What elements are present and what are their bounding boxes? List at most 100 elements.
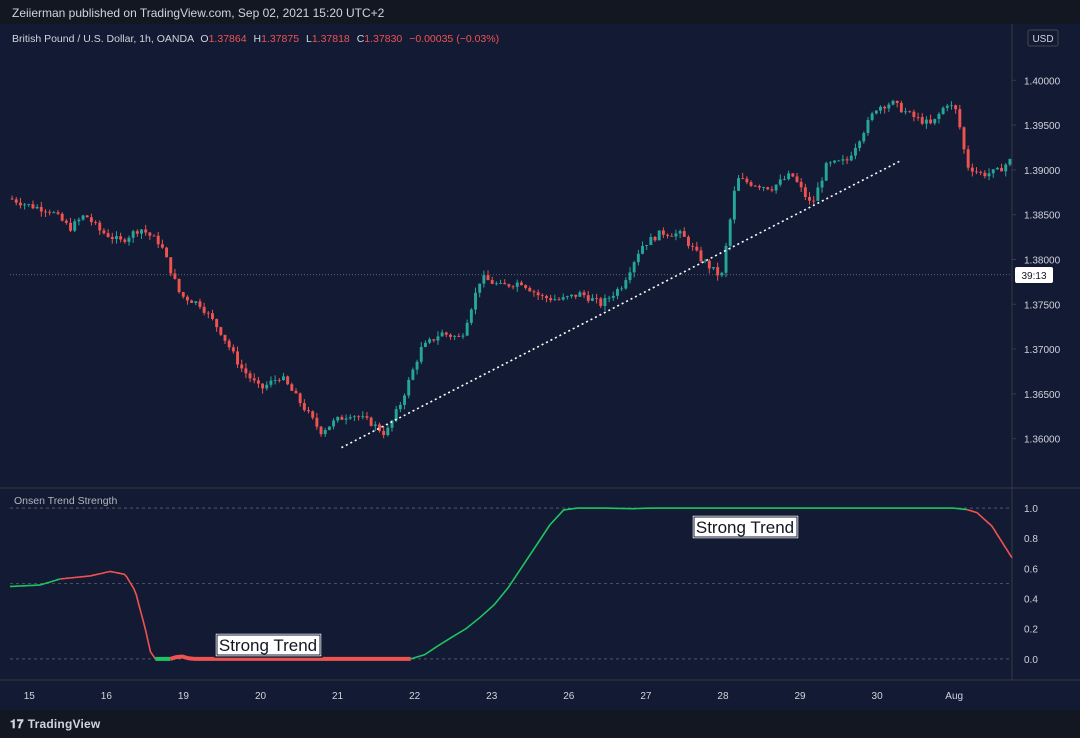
- candle-body: [365, 416, 369, 418]
- candle-body: [198, 301, 202, 307]
- candle-body: [428, 339, 432, 343]
- candle-body: [549, 298, 553, 301]
- currency-label: USD: [1032, 34, 1053, 45]
- candle-body: [202, 306, 206, 313]
- candle-body: [916, 117, 920, 118]
- candle-body: [853, 147, 857, 156]
- candle-body: [165, 247, 169, 258]
- candle-body: [269, 380, 273, 385]
- candle-body: [457, 336, 461, 337]
- candle-body: [950, 105, 953, 107]
- candle-body: [39, 206, 43, 212]
- candle-body: [286, 376, 290, 385]
- candle-body: [987, 173, 991, 177]
- candle-body: [148, 232, 152, 236]
- candle-body: [478, 283, 482, 293]
- candle-body: [770, 189, 774, 191]
- candle-body: [820, 180, 824, 188]
- tradingview-logo[interactable]: 𝟏𝟕 TradingView: [10, 717, 100, 732]
- time-tick-label: 15: [24, 691, 36, 702]
- candle-body: [494, 283, 498, 285]
- candle-body: [753, 185, 757, 187]
- annotation-box-bottom-inner: [216, 634, 321, 656]
- candle-body: [595, 298, 599, 299]
- candle-body: [256, 380, 260, 384]
- candle-body: [52, 212, 56, 214]
- annotation-strong-trend-bottom: Strong Trend: [219, 636, 317, 655]
- candle-body: [123, 239, 127, 242]
- candle-body: [231, 347, 235, 352]
- candle-body: [904, 111, 907, 113]
- price-tick-label: 1.40000: [1024, 76, 1061, 87]
- candle-body: [344, 418, 348, 420]
- candle-body: [444, 332, 448, 335]
- price-tick-label: 1.37500: [1024, 300, 1061, 311]
- candle-body: [657, 230, 661, 241]
- candle-body: [177, 278, 181, 293]
- candle-body: [962, 127, 966, 150]
- price-tick-label: 1.39000: [1024, 166, 1061, 177]
- candle-body: [302, 403, 306, 411]
- candle-body: [89, 217, 93, 223]
- candle-body: [874, 110, 878, 114]
- candle-body: [845, 159, 849, 161]
- candle-body: [482, 275, 486, 284]
- candle-body: [724, 245, 728, 273]
- candle-body: [799, 181, 803, 188]
- legend-l-label: L: [306, 33, 312, 45]
- candle-body: [323, 430, 327, 435]
- candle-body: [469, 309, 473, 323]
- candle-body: [144, 229, 148, 233]
- candle-body: [586, 295, 590, 301]
- time-tick-label: 27: [640, 691, 652, 702]
- candle-body: [745, 178, 749, 183]
- candle-body: [449, 334, 452, 337]
- candle-body: [294, 390, 298, 394]
- legend-h-value: 1.37875: [261, 33, 299, 45]
- candle-body: [870, 113, 874, 120]
- candle-body: [373, 424, 377, 426]
- candle-body: [691, 245, 695, 247]
- annotation-strong-trend-top: Strong Trend: [696, 518, 794, 537]
- publish-header: Zeiierman published on TradingView.com, …: [0, 0, 1080, 24]
- candle-body: [290, 384, 294, 391]
- candle-body: [824, 163, 828, 181]
- candle-body: [828, 162, 832, 164]
- candle-body: [803, 187, 807, 197]
- candle-body: [307, 410, 310, 412]
- candle-body: [382, 430, 386, 436]
- chart-area[interactable]: 1.36000 1.36500 1.37000 1.37500 1.38000 1.385…: [0, 24, 1080, 710]
- strength-tick-label: 0.2: [1024, 625, 1038, 636]
- candle-body: [327, 426, 331, 431]
- candle-body: [536, 292, 540, 296]
- published-text: Zeiierman published on TradingView.com, …: [12, 6, 385, 20]
- legend-h-label: H: [253, 33, 261, 45]
- candle-body: [319, 426, 323, 435]
- countdown-badge: [1015, 267, 1053, 283]
- candle-body: [920, 117, 924, 124]
- candle-body: [879, 106, 882, 111]
- candle-body: [720, 272, 724, 276]
- annotation-box-top[interactable]: [691, 514, 800, 540]
- chart-svg[interactable]: 1.36000 1.36500 1.37000 1.37500 1.38000 1.385…: [0, 24, 1080, 710]
- strength-tick-label: 0.6: [1024, 564, 1038, 575]
- candle-body: [265, 384, 269, 389]
- candle-body: [423, 342, 427, 347]
- candle-body: [282, 376, 285, 381]
- candle-body: [678, 231, 682, 234]
- candle-body: [908, 111, 912, 113]
- annotation-box-bottom[interactable]: [214, 632, 323, 658]
- trendline: [341, 160, 901, 449]
- candle-body: [620, 288, 624, 290]
- time-tick-label: 30: [872, 691, 884, 702]
- candle-body: [48, 211, 52, 213]
- candle-body: [127, 237, 131, 242]
- candle-body: [44, 211, 47, 213]
- candle-body: [369, 417, 373, 426]
- candle-body: [357, 416, 361, 418]
- candle-body: [641, 245, 644, 254]
- candle-body: [858, 141, 862, 148]
- currency-badge[interactable]: [1027, 29, 1059, 47]
- candle-body: [311, 411, 315, 418]
- candle-body: [670, 235, 674, 237]
